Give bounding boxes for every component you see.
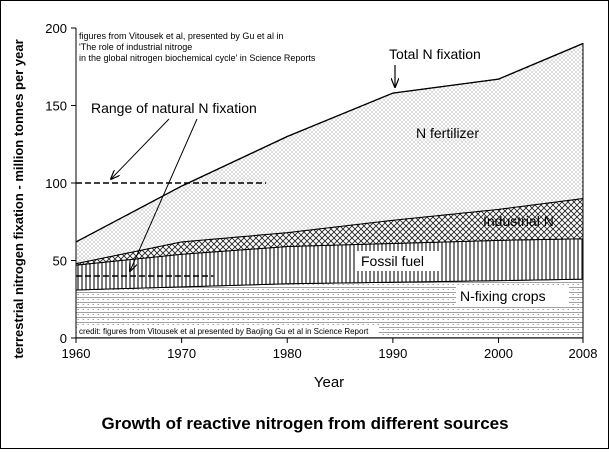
x-tick-label: 2008: [569, 346, 598, 361]
y-axis-ticks: 0 50 100 150 200: [45, 21, 76, 346]
source-note-line-1: figures from Vitousek et al, presented b…: [79, 31, 283, 41]
x-axis-ticks: 1960 1970 1980 1990 2000 2008: [62, 338, 598, 361]
natural-range-group: [76, 182, 267, 277]
source-note-line-3: in the global nitrogen biochemical cycle…: [79, 53, 316, 63]
credit-bg: [77, 325, 379, 336]
y-tick-label: 100: [45, 176, 67, 191]
x-tick-label: 1970: [167, 346, 196, 361]
y-tick-label: 150: [45, 99, 67, 114]
total-label: Total N fixation: [389, 46, 481, 62]
x-axis-label: Year: [314, 374, 344, 391]
total-line-group: [75, 42, 584, 243]
credit-text: credit: figures from Vitousek et al pres…: [79, 327, 369, 336]
series-label-fossil-fuel: Fossil fuel: [361, 253, 424, 269]
series-label-industrial-n: Industrial N: [483, 213, 554, 229]
y-axis-label: terrestrial nitrogen fixation - million …: [11, 39, 26, 358]
series-label-n-fixing-crops: N-fixing crops: [460, 288, 546, 304]
natural-range-label: Range of natural N fixation: [91, 100, 257, 116]
y-tick-label: 200: [45, 21, 67, 36]
x-tick-label: 1980: [273, 346, 302, 361]
source-note-line-2: 'The role of industrial nitroge: [79, 42, 192, 52]
x-tick-label: 1990: [378, 346, 407, 361]
chart-title: Growth of reactive nitrogen from differe…: [101, 414, 508, 433]
y-tick-label: 0: [60, 331, 67, 346]
natural-arrow-high: [111, 118, 170, 179]
natural-arrow-low: [130, 118, 198, 271]
series-label-n-fertilizer: N fertilizer: [416, 125, 479, 141]
total-n-fixation-line: [75, 42, 584, 243]
crops-label-bg: [456, 286, 569, 306]
y-tick-label: 50: [53, 254, 67, 269]
x-tick-label: 1960: [62, 346, 91, 361]
x-tick-label: 2000: [484, 346, 513, 361]
fossil-fuel-label-bg: [357, 251, 439, 271]
